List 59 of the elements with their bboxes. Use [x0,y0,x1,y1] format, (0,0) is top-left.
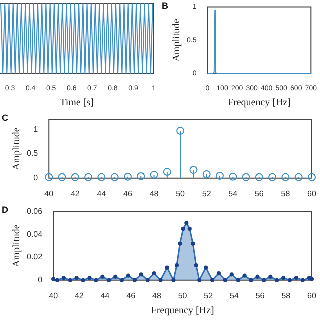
x-axis-title: Frequency [Hz] [228,98,291,109]
x-tick-label: 40 [49,291,59,300]
point [282,173,290,182]
y-tick-label: 0 [34,174,39,183]
y-tick-label: 1 [34,124,39,134]
x-tick-label: 40 [44,189,54,198]
point [110,173,119,182]
text: D [2,204,9,215]
x-tick-label: 56 [256,291,266,300]
x-axis-title: Time [s] [60,98,94,109]
x-tick-label: 48 [150,189,160,198]
text: C [2,112,9,123]
point [190,166,198,174]
point [176,127,185,136]
x-axis-title: Frequency [Hz] [151,306,214,317]
y-tick-label: 0.5 [26,149,39,158]
point [84,173,93,182]
x-tick-label: 56 [254,189,264,198]
point [58,173,66,182]
x-tick-label: 46 [124,189,133,198]
y-tick-label: 0.02 [26,252,44,262]
point [71,173,80,182]
point [229,172,238,181]
y-axis-title: Amplitude [172,18,183,62]
x-tick-label: 42 [70,189,80,198]
x-tick-label: 54 [230,291,240,300]
x-tick-label: 54 [228,189,238,198]
point [268,173,277,182]
x-tick-label: 46 [126,291,136,300]
x-tick-label: 52 [204,291,214,300]
x-tick-label: 50 [176,189,186,198]
y-tick-label: 0.06 [26,207,44,216]
x-tick-label: 44 [100,291,110,300]
point [294,173,303,182]
point [308,173,316,182]
x-tick-label: 50 [178,291,188,300]
x-tick-label: 42 [74,291,84,300]
point [150,170,158,179]
x-tick-label: 60 [308,189,317,198]
x-tick-label: 58 [281,189,291,198]
point [216,172,224,180]
x-tick-label: 52 [202,189,212,198]
y-axis-title: Amplitude [12,224,23,268]
text: B [162,0,169,11]
x-tick-label: 60 [308,291,317,300]
point [124,172,132,181]
point [137,172,146,180]
point [45,173,54,182]
x-tick-label: 48 [152,291,162,300]
point [255,173,264,182]
point [242,173,250,182]
y-axis-title: Amplitude [12,127,23,170]
point [202,170,211,178]
point [163,168,172,176]
y-tick-label: 0 [38,276,44,285]
point [98,173,106,182]
y-tick-label: 0.04 [26,230,44,239]
x-tick-label: 58 [282,291,292,300]
x-tick-label: 44 [97,189,107,198]
